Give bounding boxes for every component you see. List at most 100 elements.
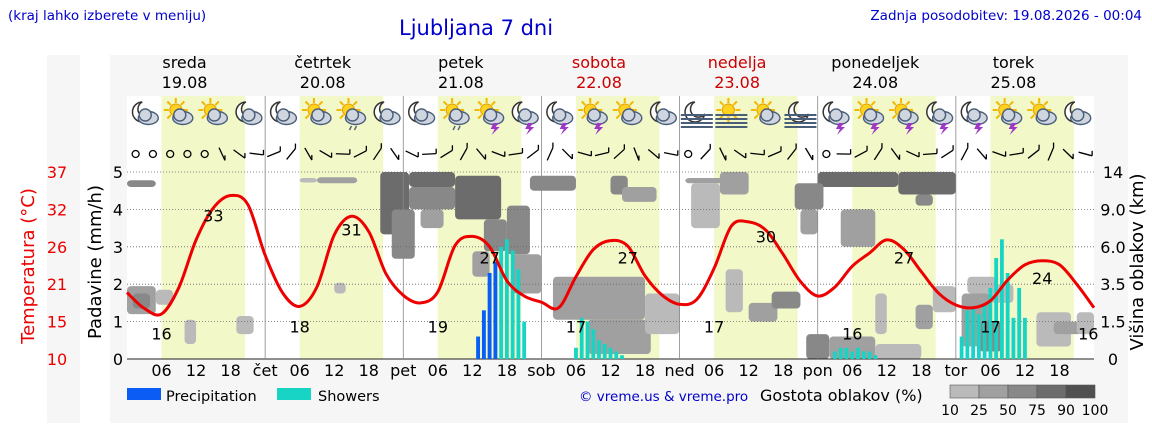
legend: Precipitation Showers © vreme.us & vreme.p…	[127, 384, 1108, 419]
cloud-patch	[299, 177, 317, 183]
day-abbr-tick: sob	[527, 361, 555, 380]
showers-bar	[959, 336, 964, 359]
lightning-bolt	[870, 123, 880, 135]
cloud-patch	[898, 172, 956, 195]
wind-barb	[804, 147, 814, 161]
temperature-max-label: 33	[203, 207, 223, 226]
sun-fog-icon	[715, 98, 748, 128]
showers-bar	[988, 287, 993, 359]
rain-drop	[348, 125, 353, 131]
cloud-patch	[155, 289, 174, 305]
temperature-max-label: 27	[618, 248, 638, 267]
showers-bar	[971, 306, 976, 359]
last-updated: Zadnja posodobitev: 19.08.2026 - 00:04	[870, 8, 1142, 24]
precipitation-tick: 1	[113, 313, 123, 332]
sun-storm-icon	[992, 98, 1023, 135]
cloud-puff	[587, 108, 601, 122]
sun-cloud-rain-icon	[440, 98, 470, 131]
sun-cloud-icon	[612, 98, 643, 126]
hour-tick-label: 06	[289, 361, 309, 380]
wind-barb	[390, 147, 400, 161]
wind-barb	[873, 147, 883, 161]
precipitation-bar	[476, 336, 481, 359]
wind-barb	[249, 152, 264, 156]
cloud-patch	[875, 344, 922, 359]
wind-barb	[906, 150, 920, 158]
cloud-puff	[483, 108, 498, 122]
wind-barb	[233, 149, 246, 159]
wind-barb	[647, 149, 660, 159]
moon-storm-icon	[960, 101, 988, 135]
cloud-patch	[840, 209, 876, 247]
cloud-scale-swatch	[1007, 384, 1038, 399]
temperature-max-label: 27	[894, 248, 914, 267]
sun-ray	[477, 114, 483, 120]
temperature-min-label: 16	[151, 324, 171, 343]
wind-barb	[577, 151, 592, 157]
hour-tick-label: 06	[704, 361, 724, 380]
cloud-patch	[334, 282, 346, 294]
lightning-bolt	[559, 123, 569, 135]
cloud-puff	[345, 108, 360, 122]
cloud-patch	[748, 302, 778, 322]
wind-barb	[319, 149, 332, 159]
moon-cloud-icon	[1064, 101, 1092, 126]
day-name: petek	[438, 53, 484, 72]
sun-ray	[318, 100, 324, 106]
temperature-max-label: 31	[341, 221, 361, 240]
hour-tick-label: 12	[1015, 361, 1035, 380]
showers-bar	[1005, 272, 1010, 359]
wind-calm-marker	[131, 149, 140, 159]
day-abbr-tick: pon	[803, 361, 833, 380]
hour-tick-label: 06	[842, 361, 862, 380]
sun-ray	[477, 100, 483, 106]
cloud-puff	[829, 108, 843, 122]
wind-barb	[1027, 149, 1040, 159]
wind-barb	[440, 149, 453, 159]
temperature-max-label: 24	[1032, 269, 1052, 288]
hour-tick-label: 12	[738, 361, 758, 380]
hour-tick-label: 12	[186, 361, 206, 380]
cloud-scale-swatch	[1036, 384, 1067, 399]
region-hint-link[interactable]: (kraj lahko izberete v meniju)	[8, 8, 207, 24]
day-abbr-tick: ned	[665, 361, 695, 380]
cloud-patch	[794, 183, 824, 210]
showers-bar	[1011, 317, 1016, 359]
sun-ray	[442, 100, 448, 106]
sun-cloud-rain-icon	[336, 98, 367, 131]
wind-barb	[353, 150, 367, 158]
wind-barb	[422, 152, 437, 156]
sun-storm-icon	[854, 98, 885, 135]
cloud-scale-swatch	[949, 384, 980, 399]
wind-barb	[459, 147, 468, 161]
showers-bar	[833, 351, 837, 359]
sun-storm-icon	[889, 98, 919, 135]
wind-barb	[960, 147, 969, 161]
credit-link[interactable]: © vreme.us & vreme.pro	[579, 389, 748, 405]
left-gutter	[47, 55, 80, 423]
sun-storm-icon	[474, 98, 505, 135]
showers-bar	[850, 351, 855, 359]
showers-bar	[861, 351, 866, 359]
day-abbr-tick: tor	[945, 361, 968, 380]
cloud-patch	[875, 293, 887, 335]
cloud-patch	[645, 293, 680, 335]
temperature-min-label: 19	[428, 318, 448, 337]
wind-barb	[854, 150, 868, 158]
sun-ray	[995, 100, 1001, 106]
sun-ray	[615, 114, 621, 120]
day-name: sobota	[572, 53, 626, 72]
cloud-patch	[719, 172, 749, 195]
cloud-puff	[898, 108, 912, 122]
hour-tick-label: 18	[359, 361, 379, 380]
sun-ray	[201, 100, 207, 106]
hour-tick-label: 12	[600, 361, 620, 380]
day-name: sreda	[162, 53, 206, 72]
sun-ray	[352, 100, 358, 106]
sun-ray	[753, 114, 759, 120]
moon-storm-icon	[926, 101, 954, 135]
sun-ray	[166, 114, 172, 120]
sun-ray	[1030, 100, 1035, 106]
rain-drop	[457, 125, 461, 131]
temperature-tick: 32	[47, 200, 67, 219]
